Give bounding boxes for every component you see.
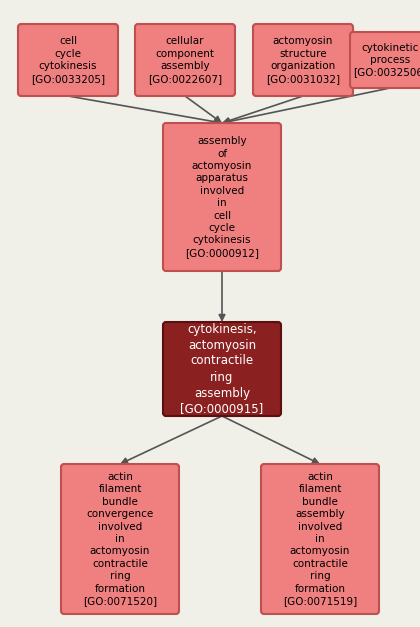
Text: actomyosin
structure
organization
[GO:0031032]: actomyosin structure organization [GO:00… xyxy=(266,36,340,83)
FancyBboxPatch shape xyxy=(18,24,118,96)
Text: assembly
of
actomyosin
apparatus
involved
in
cell
cycle
cytokinesis
[GO:0000912]: assembly of actomyosin apparatus involve… xyxy=(185,136,259,258)
FancyBboxPatch shape xyxy=(163,322,281,416)
Text: cell
cycle
cytokinesis
[GO:0033205]: cell cycle cytokinesis [GO:0033205] xyxy=(31,36,105,83)
Text: cytokinetic
process
[GO:0032506]: cytokinetic process [GO:0032506] xyxy=(353,43,420,77)
Text: actin
filament
bundle
convergence
involved
in
actomyosin
contractile
ring
format: actin filament bundle convergence involv… xyxy=(83,472,157,606)
Text: actin
filament
bundle
assembly
involved
in
actomyosin
contractile
ring
formation: actin filament bundle assembly involved … xyxy=(283,472,357,606)
Text: cytokinesis,
actomyosin
contractile
ring
assembly
[GO:0000915]: cytokinesis, actomyosin contractile ring… xyxy=(180,322,264,416)
Text: cellular
component
assembly
[GO:0022607]: cellular component assembly [GO:0022607] xyxy=(148,36,222,83)
FancyBboxPatch shape xyxy=(253,24,353,96)
FancyBboxPatch shape xyxy=(163,123,281,271)
FancyBboxPatch shape xyxy=(350,32,420,88)
FancyBboxPatch shape xyxy=(261,464,379,614)
FancyBboxPatch shape xyxy=(61,464,179,614)
FancyBboxPatch shape xyxy=(135,24,235,96)
